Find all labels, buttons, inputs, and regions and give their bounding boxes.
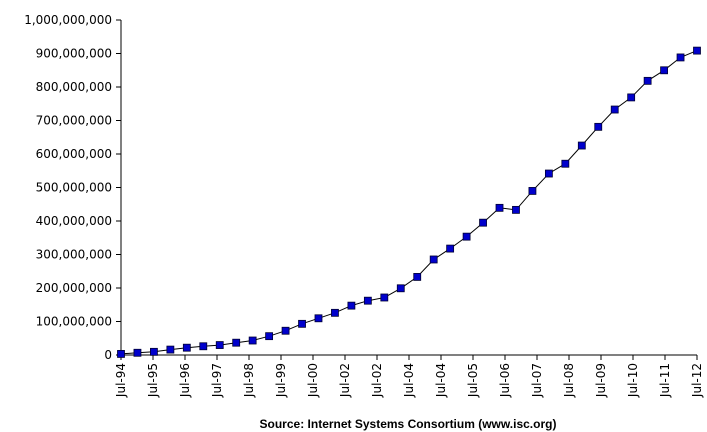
- x-tick-label: Jul-97: [210, 363, 224, 398]
- data-point: [380, 293, 389, 302]
- data-point: [594, 122, 603, 131]
- data-point: [577, 141, 586, 150]
- y-tick-label: 200,000,000: [36, 281, 112, 295]
- x-tick-label: Jul-12: [690, 363, 704, 398]
- data-point: [281, 326, 290, 335]
- data-point: [660, 66, 668, 75]
- y-tick-label: 300,000,000: [36, 248, 112, 262]
- x-tick-label: Jul-94: [114, 363, 128, 398]
- data-point: [133, 348, 142, 357]
- data-point: [627, 93, 636, 102]
- data-point: [248, 336, 257, 345]
- source-note: Source: Internet Systems Consortium (www…: [260, 417, 557, 431]
- data-point: [610, 105, 619, 114]
- data-point: [462, 232, 471, 241]
- x-axis-ticks: Jul-94 Jul-95 Jul-96 Jul-97 Jul-98 Jul-99 Jul-…: [114, 355, 704, 398]
- data-point: [396, 284, 405, 293]
- series: [117, 46, 701, 358]
- x-tick-label: Jul-04: [402, 363, 416, 398]
- data-point: [429, 255, 438, 264]
- data-point: [215, 341, 224, 349]
- x-tick-label: Jul-07: [530, 363, 544, 398]
- data-point: [347, 301, 356, 310]
- data-point: [479, 218, 487, 227]
- data-point: [150, 347, 158, 356]
- data-point: [232, 338, 241, 347]
- x-tick-label: Jul-08: [562, 363, 576, 398]
- data-point: [166, 345, 175, 354]
- y-tick-label: 0: [104, 348, 112, 362]
- data-point: [561, 159, 570, 168]
- x-tick-label: Jul-98: [242, 363, 256, 398]
- data-point: [528, 187, 537, 195]
- x-tick-label: Jul-00: [306, 363, 320, 398]
- series-line: [120, 50, 698, 355]
- data-point: [693, 46, 701, 55]
- data-point: [298, 319, 306, 328]
- axes: [120, 20, 697, 356]
- data-point: [182, 343, 191, 352]
- y-tick-label: 1,000,000,000: [24, 13, 112, 27]
- data-point: [265, 332, 274, 341]
- data-point: [512, 205, 520, 214]
- x-tick-label: Jul-96: [178, 363, 192, 398]
- x-tick-label: Jul-05: [466, 363, 480, 398]
- y-tick-label: 700,000,000: [36, 114, 112, 128]
- x-tick-label: Jul-99: [274, 363, 288, 398]
- data-point: [117, 350, 125, 358]
- x-tick-label: Jul-10: [626, 363, 640, 398]
- x-tick-label: Jul-09: [594, 363, 608, 398]
- x-tick-label: Jul-04: [434, 363, 448, 398]
- data-point: [643, 76, 652, 85]
- x-tick-label: Jul-02: [338, 363, 352, 398]
- y-tick-label: 100,000,000: [36, 315, 112, 329]
- data-point: [446, 244, 455, 253]
- y-tick-label: 400,000,000: [36, 214, 112, 228]
- data-point: [314, 314, 323, 323]
- data-point: [199, 342, 208, 351]
- data-point: [495, 203, 504, 212]
- y-tick-label: 900,000,000: [36, 47, 112, 61]
- data-point: [413, 273, 422, 281]
- y-axis-ticks: 0 100,000,000 200,000,000 300,000,000 400,00…: [24, 13, 121, 362]
- data-point: [363, 296, 372, 305]
- x-tick-label: Jul-06: [498, 363, 512, 398]
- x-tick-label: Jul-95: [146, 363, 160, 398]
- data-point: [331, 308, 339, 317]
- y-tick-label: 500,000,000: [36, 181, 112, 195]
- x-tick-label: Jul-11: [658, 363, 672, 398]
- data-point: [676, 53, 685, 62]
- data-point: [544, 169, 553, 178]
- x-tick-label: Jul-02: [370, 363, 384, 398]
- y-tick-label: 600,000,000: [36, 147, 112, 161]
- y-tick-label: 800,000,000: [36, 80, 112, 94]
